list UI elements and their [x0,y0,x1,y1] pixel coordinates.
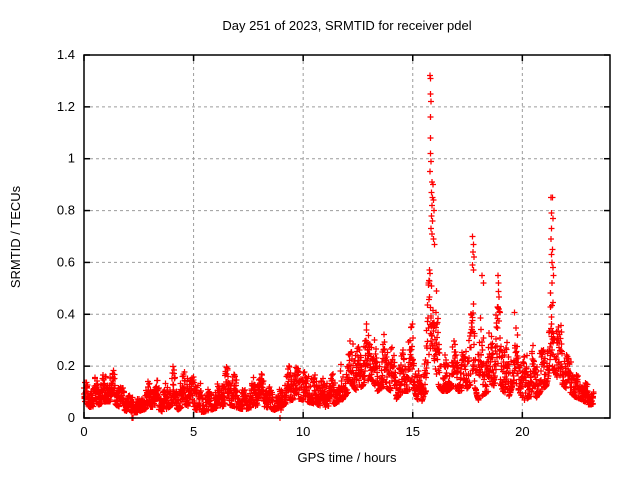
x-tick-label: 15 [406,424,420,439]
x-tick-label: 0 [80,424,87,439]
data-points-srmtid [81,72,597,421]
x-axis-label: GPS time / hours [297,450,397,465]
x-tick-label: 5 [190,424,197,439]
y-tick-label: 0.8 [57,203,75,218]
y-tick-label: 1.2 [57,99,75,114]
x-tick-label: 20 [515,424,529,439]
chart-title: Day 251 of 2023, SRMTID for receiver pde… [222,18,472,33]
y-tick-label: 0.4 [57,306,75,321]
y-tick-label: 0.6 [57,254,75,269]
y-tick-label: 1.4 [57,47,75,62]
y-tick-label: 0.2 [57,358,75,373]
x-tick-label: 10 [296,424,310,439]
plot-frame [83,54,611,419]
y-tick-label: 0 [68,410,75,425]
y-tick-label: 1 [68,151,75,166]
